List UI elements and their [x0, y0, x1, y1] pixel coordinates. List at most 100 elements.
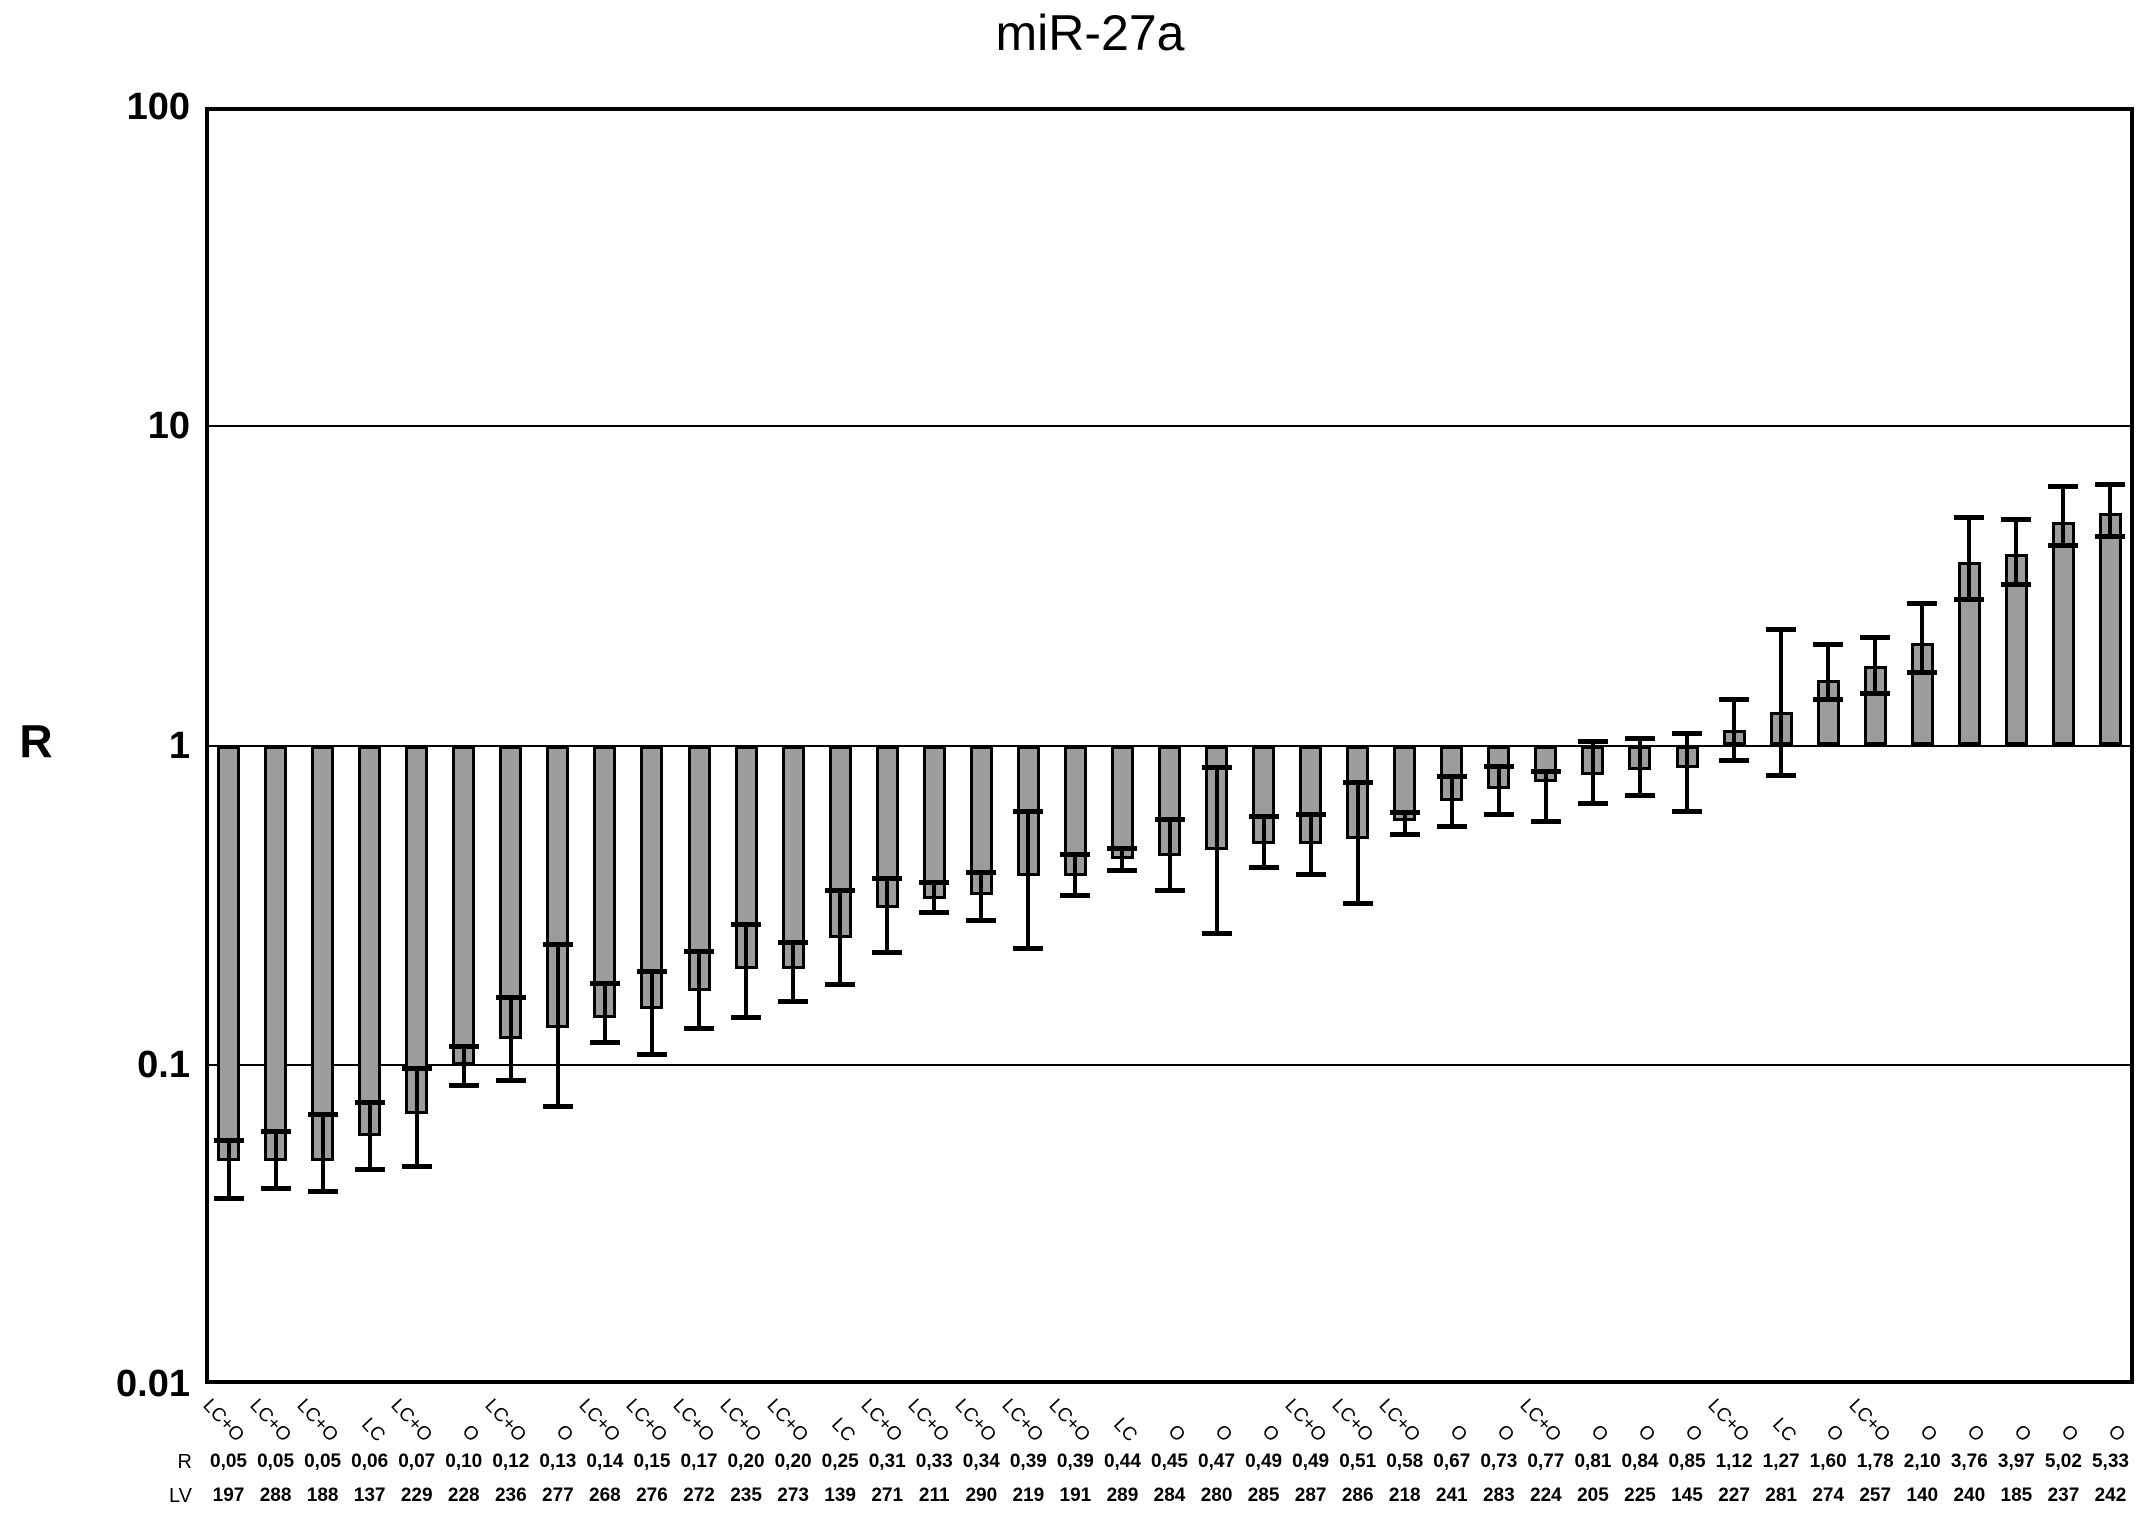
category-label: LC+O — [1515, 1395, 1565, 1447]
error-cap-bottom — [1954, 596, 1985, 602]
error-whisker — [1167, 819, 1172, 891]
r-value: 5,33 — [2091, 1451, 2129, 1472]
error-whisker — [555, 944, 560, 1107]
y-axis-tick-label: 1 — [168, 724, 190, 767]
error-whisker — [697, 951, 701, 1029]
lv-value: 235 — [730, 1485, 762, 1506]
error-whisker — [1967, 517, 1972, 600]
error-cap-top — [1248, 814, 1279, 820]
y-axis-tick-label: 10 — [147, 405, 190, 448]
error-whisker — [649, 971, 654, 1055]
category-label: LC — [1109, 1414, 1142, 1447]
error-cap-top — [542, 942, 573, 948]
error-cap-bottom — [495, 1078, 526, 1084]
category-label: LC+O — [621, 1395, 671, 1447]
error-cap-bottom — [1342, 900, 1373, 906]
error-cap-top — [495, 994, 526, 1000]
lv-value: 272 — [683, 1485, 715, 1506]
error-whisker — [273, 1131, 278, 1189]
error-cap-bottom — [1295, 872, 1326, 878]
r-value: 0,85 — [1668, 1451, 1706, 1472]
error-cap-top — [825, 887, 856, 893]
lv-value: 227 — [1718, 1485, 1750, 1506]
error-whisker — [744, 924, 749, 1018]
category-label: O — [1492, 1420, 1518, 1447]
error-cap-bottom — [731, 1014, 762, 1020]
r-value: 0,77 — [1527, 1451, 1565, 1472]
category-label: O — [1586, 1420, 1612, 1447]
r-value: 0,39 — [1056, 1451, 1094, 1472]
r-value: 0,67 — [1433, 1451, 1471, 1472]
error-cap-bottom — [542, 1103, 573, 1109]
error-cap-top — [307, 1111, 338, 1117]
r-value: 0,84 — [1621, 1451, 1659, 1472]
error-cap-top — [2048, 483, 2079, 489]
error-whisker — [1873, 637, 1878, 694]
lv-value: 185 — [2000, 1485, 2033, 1506]
chart-title: miR-27a — [995, 5, 1185, 61]
error-cap-top — [778, 939, 809, 945]
error-cap-top — [401, 1066, 432, 1072]
r-value: 2,10 — [1903, 1451, 1941, 1472]
error-whisker — [2014, 519, 2019, 585]
category-label: LC — [356, 1414, 389, 1447]
r-value: 0,25 — [821, 1451, 859, 1472]
error-cap-top — [1201, 764, 1232, 770]
error-whisker — [2061, 486, 2066, 546]
category-label: O — [1445, 1420, 1471, 1447]
error-cap-top — [1060, 851, 1091, 857]
gridline — [205, 1063, 2134, 1066]
error-whisker — [838, 890, 843, 985]
category-label: O — [1821, 1420, 1848, 1447]
error-whisker — [1120, 848, 1125, 871]
error-cap-top — [1389, 810, 1420, 816]
error-whisker — [791, 942, 796, 1002]
lv-value: 205 — [1577, 1485, 1609, 1506]
error-cap-bottom — [213, 1196, 244, 1202]
r-value: 0,14 — [586, 1451, 624, 1472]
bar — [217, 745, 241, 1161]
error-cap-top — [213, 1137, 244, 1143]
category-label: O — [2104, 1420, 2130, 1447]
error-whisker — [1355, 782, 1360, 904]
error-cap-bottom — [589, 1040, 620, 1046]
error-whisker — [1920, 603, 1925, 673]
lv-value: 224 — [1530, 1485, 1562, 1506]
lv-value: 280 — [1200, 1485, 1233, 1506]
error-cap-top — [1483, 763, 1514, 769]
category-label: O — [1163, 1420, 1189, 1447]
r-value: 0,20 — [727, 1451, 765, 1472]
error-cap-bottom — [1624, 792, 1655, 798]
r-value: 3,97 — [1997, 1451, 2035, 1472]
category-label: LC+O — [386, 1395, 436, 1447]
r-value: 3,76 — [1950, 1451, 1988, 1472]
bar — [405, 745, 429, 1115]
error-cap-bottom — [354, 1166, 385, 1172]
category-label: LC+O — [1844, 1395, 1895, 1447]
error-cap-bottom — [1483, 811, 1514, 817]
error-cap-top — [1672, 731, 1703, 737]
lv-value: 240 — [1953, 1485, 1986, 1506]
row-header-r: R — [177, 1451, 192, 1473]
lv-value: 188 — [306, 1485, 339, 1506]
error-cap-bottom — [825, 981, 856, 987]
error-whisker — [320, 1114, 325, 1192]
r-value: 1,27 — [1762, 1451, 1800, 1472]
category-label: LC+O — [856, 1395, 907, 1447]
category-label: LC+O — [1374, 1395, 1424, 1447]
error-cap-top — [354, 1100, 385, 1106]
lv-value: 211 — [918, 1485, 950, 1506]
error-cap-bottom — [1201, 931, 1232, 937]
category-label: O — [1680, 1420, 1707, 1447]
r-value: 0,49 — [1245, 1451, 1283, 1472]
category-label: O — [551, 1420, 577, 1447]
r-value: 0,17 — [680, 1451, 718, 1472]
r-value: 0,07 — [398, 1451, 436, 1472]
category-label: O — [2057, 1420, 2083, 1447]
lv-value: 274 — [1812, 1485, 1845, 1506]
error-cap-bottom — [1248, 865, 1279, 871]
r-value: 1,12 — [1715, 1451, 1753, 1472]
error-cap-bottom — [1107, 867, 1138, 873]
error-cap-top — [872, 875, 903, 881]
category-label: LC+O — [950, 1395, 1001, 1447]
